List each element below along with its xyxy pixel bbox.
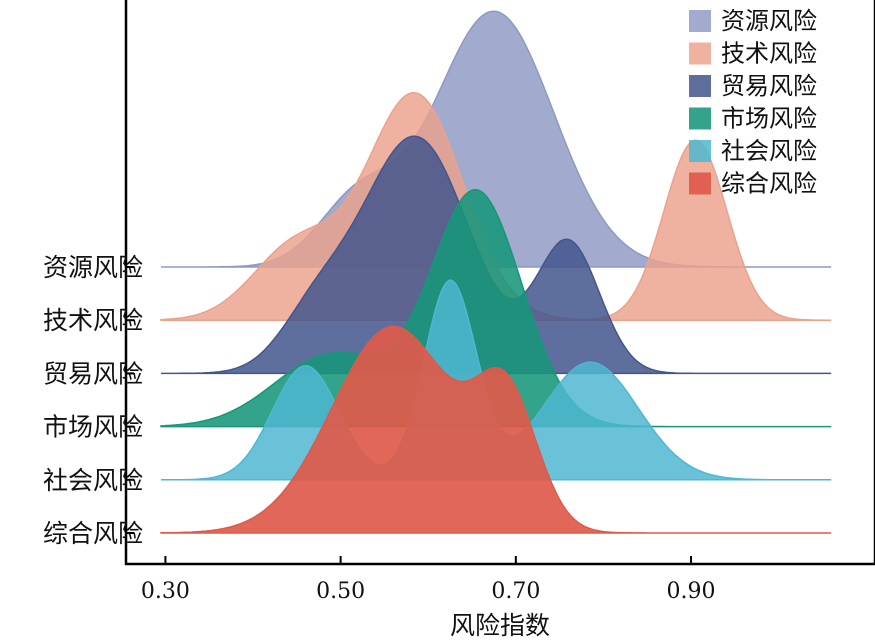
legend-swatch-3 (689, 75, 711, 97)
legend-swatch-5 (689, 140, 711, 162)
ridge-4 (160, 189, 832, 428)
legend-label-3: 贸易风险 (721, 72, 817, 100)
legend-label-5: 社会风险 (721, 137, 817, 165)
x-axis-title: 风险指数 (450, 611, 550, 640)
legend-label-4: 市场风险 (721, 105, 817, 133)
legend-swatch-1 (689, 10, 711, 32)
legend-label-1: 资源风险 (721, 7, 817, 35)
legend-label-6: 综合风险 (721, 170, 817, 198)
x-axis: 0.30 0.50 0.70 0.90 (141, 556, 716, 604)
legend-label-2: 技术风险 (721, 40, 817, 68)
x-tick-label-3: 0.70 (491, 579, 540, 604)
legend-swatch-4 (689, 107, 711, 130)
legend-swatch-6 (689, 172, 711, 195)
ridges (160, 10, 832, 534)
ridge-6 (160, 325, 832, 534)
x-tick-label-2: 0.50 (316, 579, 365, 604)
x-tick-label-4: 0.90 (667, 579, 716, 604)
x-tick-label-1: 0.30 (141, 579, 190, 604)
plot-frame (124, 0, 875, 566)
legend-swatch-2 (689, 42, 711, 65)
